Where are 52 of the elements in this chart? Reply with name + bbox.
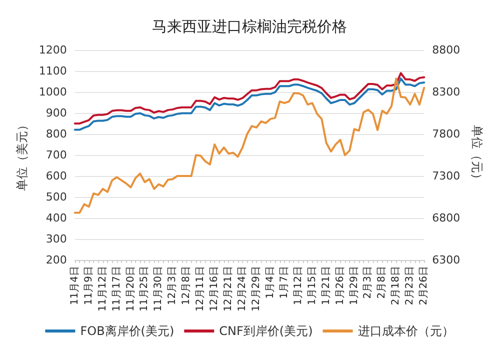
y-tick-label: 300 (46, 232, 67, 246)
chart-title: 马来西亚进口棕榈油完税价格 (152, 18, 347, 36)
line-series (74, 78, 426, 131)
y2-tick-label: 7800 (432, 128, 460, 140)
y-tick-label: 1100 (38, 64, 67, 78)
y-tick-label: 800 (46, 128, 67, 140)
x-tick-label: 12月16日 (209, 266, 220, 312)
x-tick-label: 2月18日 (390, 266, 402, 306)
x-tick-label: 1月12日 (292, 266, 304, 306)
x-tick-label: 2月26日 (418, 266, 430, 306)
legend-label: CNF到岸价(美元) (219, 324, 313, 338)
x-tick-label: 12月11日 (195, 266, 206, 312)
y-tick-label: 1000 (38, 86, 67, 98)
legend-label: FOB离岸价(美元) (80, 324, 174, 338)
y-tick-label: 500 (46, 190, 67, 204)
x-tick-label: 2月8日 (376, 266, 388, 299)
x-tick-label: 11月25日 (139, 266, 150, 312)
x-tick-label: 12月24日 (237, 266, 248, 312)
legend-label: 进口成本价（元） (358, 324, 454, 338)
y-axis-title: 单位（美元） (15, 119, 29, 191)
y2-tick-label: 6300 (432, 254, 460, 266)
x-tick-label: 12月8日 (181, 266, 192, 306)
x-tick-label: 1月7日 (278, 266, 290, 299)
y-tick-label: 600 (46, 170, 67, 182)
x-tick-label: 11月17日 (111, 266, 122, 312)
x-tick-label: 2月23日 (404, 266, 416, 306)
x-tick-label: 1月4日 (264, 266, 276, 299)
y-tick-label: 900 (46, 106, 67, 120)
x-tick-label: 11月20日 (125, 266, 136, 312)
x-tick-label: 1月21日 (320, 266, 332, 306)
y2-tick-label: 7300 (432, 170, 460, 182)
y-tick-label: 200 (46, 254, 67, 266)
x-tick-label: 12月3日 (167, 266, 178, 306)
y2-tick-label: 8800 (432, 44, 460, 56)
y2-tick-label: 6800 (432, 212, 460, 224)
y2-axis-title: 单位（元） (470, 125, 484, 185)
x-tick-label: 12月29日 (250, 266, 262, 312)
x-tick-label: 11月9日 (83, 266, 94, 306)
y-tick-label: 400 (46, 212, 67, 224)
y-tick-label: 1200 (38, 44, 67, 56)
x-tick-label: 2月3日 (362, 266, 374, 299)
x-tick-label: 11月30日 (153, 266, 164, 312)
line-series (74, 78, 426, 214)
x-tick-label: 11月12日 (97, 266, 108, 312)
line-series (74, 72, 426, 124)
x-tick-label: 1月15日 (306, 266, 318, 306)
x-tick-label: 1月26日 (334, 266, 346, 306)
x-tick-label: 11月4日 (69, 266, 80, 306)
y-tick-label: 700 (46, 148, 67, 162)
x-tick-label: 12月21日 (223, 266, 234, 312)
x-tick-label: 1月29日 (348, 266, 360, 306)
y2-tick-label: 8300 (432, 86, 460, 98)
